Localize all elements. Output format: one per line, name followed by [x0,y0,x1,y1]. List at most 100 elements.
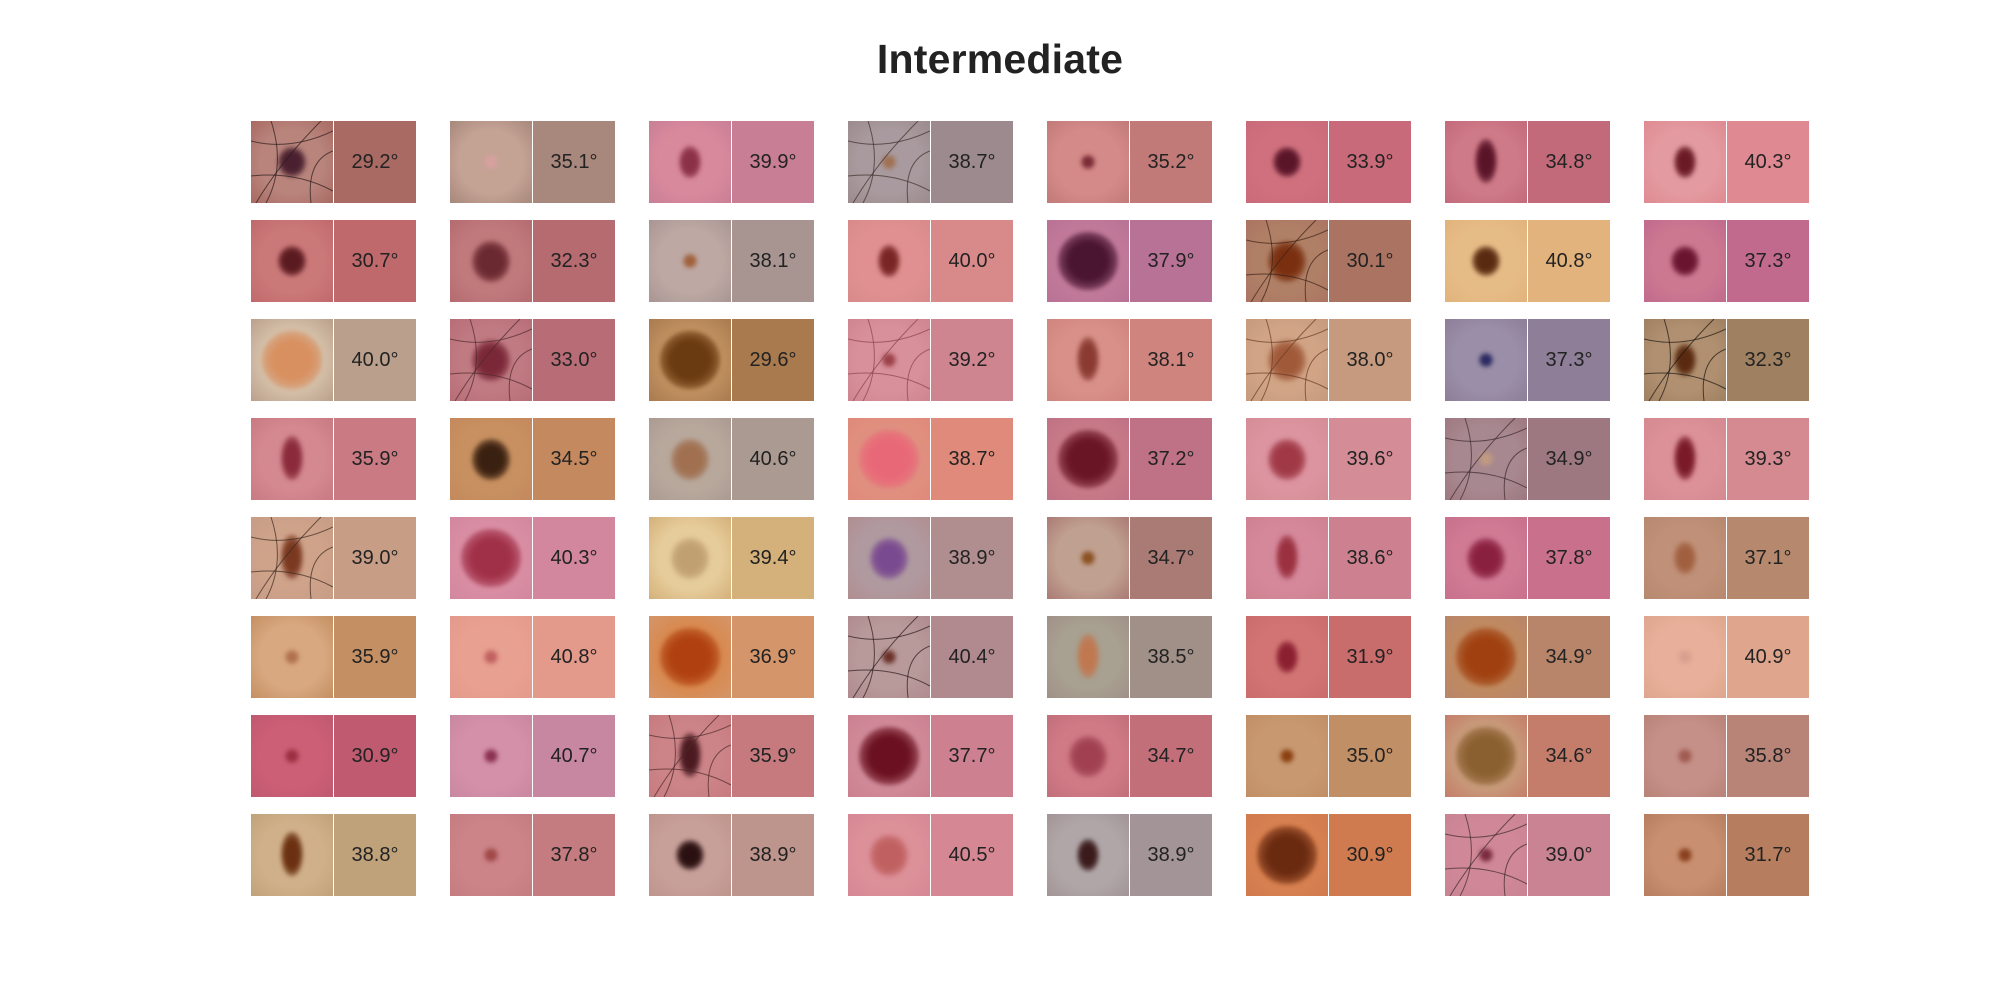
lesion-image [1644,319,1726,401]
lesion-image [1246,418,1328,500]
cell-divider [333,418,334,500]
grid-cell: 40.7° [450,715,615,797]
color-swatch: 37.7° [931,715,1013,797]
lesion-image [848,220,930,302]
lesion-image [1047,220,1129,302]
lesion-image [1644,220,1726,302]
color-swatch: 34.7° [1130,715,1212,797]
lesion-spot [484,748,498,764]
angle-label: 37.3° [1545,348,1593,371]
lesion-spot [285,649,299,665]
angle-label: 35.0° [1346,744,1394,767]
hair-strand [1246,328,1328,343]
hair-strand [1644,372,1726,390]
angle-label: 40.8° [1545,249,1593,272]
angle-label: 35.8° [1744,744,1792,767]
angle-label: 32.3° [1744,348,1792,371]
hair-strand [1246,372,1328,390]
color-swatch: 40.0° [931,220,1013,302]
lesion-spot [1273,147,1301,177]
hair-strand [251,130,333,145]
lesion-spot [281,436,303,481]
hair-overlay [450,319,532,401]
hair-strand [1445,867,1527,885]
grid-cell: 35.9° [649,715,814,797]
hair-strand [1449,418,1516,500]
grid-cell: 37.1° [1644,517,1809,599]
grid-cell: 40.5° [848,814,1013,896]
grid-cell: 40.8° [450,616,615,698]
hair-strand [1445,427,1527,442]
hair-strand [454,319,521,401]
cell-divider [930,715,931,797]
cell-divider [1527,517,1528,599]
angle-label: 40.5° [948,843,996,866]
color-swatch: 32.3° [533,220,615,302]
angle-label: 32.3° [550,249,598,272]
angle-label: 40.3° [550,546,598,569]
cell-divider [930,418,931,500]
color-swatch: 37.3° [1528,319,1610,401]
grid-cell: 34.8° [1445,121,1610,203]
lesion-spot [1678,847,1692,863]
lesion-spot [1479,451,1493,467]
cell-divider [1328,121,1329,203]
grid-cell: 37.3° [1644,220,1809,302]
hair-strand [707,744,731,797]
hair-overlay [1445,814,1527,896]
cell-divider [731,220,732,302]
color-swatch: 34.8° [1528,121,1610,203]
grid-cell: 37.2° [1047,418,1212,500]
hair-strand [309,546,333,599]
lesion-spot [1077,838,1099,872]
color-swatch: 38.0° [1329,319,1411,401]
hair-strand [848,669,930,687]
cell-divider [532,616,533,698]
hair-strand [848,625,930,640]
color-swatch: 37.2° [1130,418,1212,500]
lesion-spot [882,649,896,665]
grid-cell: 32.3° [450,220,615,302]
cell-divider [1328,616,1329,698]
hair-strand [1445,823,1527,838]
lesion-spot [859,727,919,785]
lesion-image [1445,418,1527,500]
angle-label: 33.0° [550,348,598,371]
color-swatch: 35.9° [334,418,416,500]
grid-cell: 40.8° [1445,220,1610,302]
cell-divider [1726,418,1727,500]
color-swatch: 37.3° [1727,220,1809,302]
cell-divider [930,814,931,896]
grid-cell: 38.9° [1047,814,1212,896]
angle-label: 38.8° [351,843,399,866]
cell-divider [333,715,334,797]
angle-label: 35.9° [351,645,399,668]
cell-divider [333,814,334,896]
grid-cell: 38.9° [848,517,1013,599]
hair-strand [649,724,731,739]
lesion-image [1246,121,1328,203]
lesion-image [1644,616,1726,698]
angle-label: 38.5° [1147,645,1195,668]
color-swatch: 33.9° [1329,121,1411,203]
color-swatch: 35.2° [1130,121,1212,203]
hair-strand [1304,249,1328,302]
lesion-image [848,319,930,401]
lesion-spot [676,840,704,870]
hair-strand [1246,229,1328,244]
grid-cell: 38.8° [251,814,416,896]
angle-label: 29.6° [749,348,797,371]
color-swatch: 38.9° [1130,814,1212,896]
color-swatch: 40.8° [533,616,615,698]
lesion-image [848,517,930,599]
color-swatch: 34.9° [1528,616,1610,698]
lesion-spot [1674,343,1696,377]
grid-cell: 38.1° [649,220,814,302]
lesion-spot [1077,337,1099,382]
lesion-spot [671,537,709,579]
cell-divider [1726,319,1727,401]
lesion-image [450,517,532,599]
lesion-spot [472,438,510,480]
color-swatch: 40.4° [931,616,1013,698]
cell-divider [1129,121,1130,203]
